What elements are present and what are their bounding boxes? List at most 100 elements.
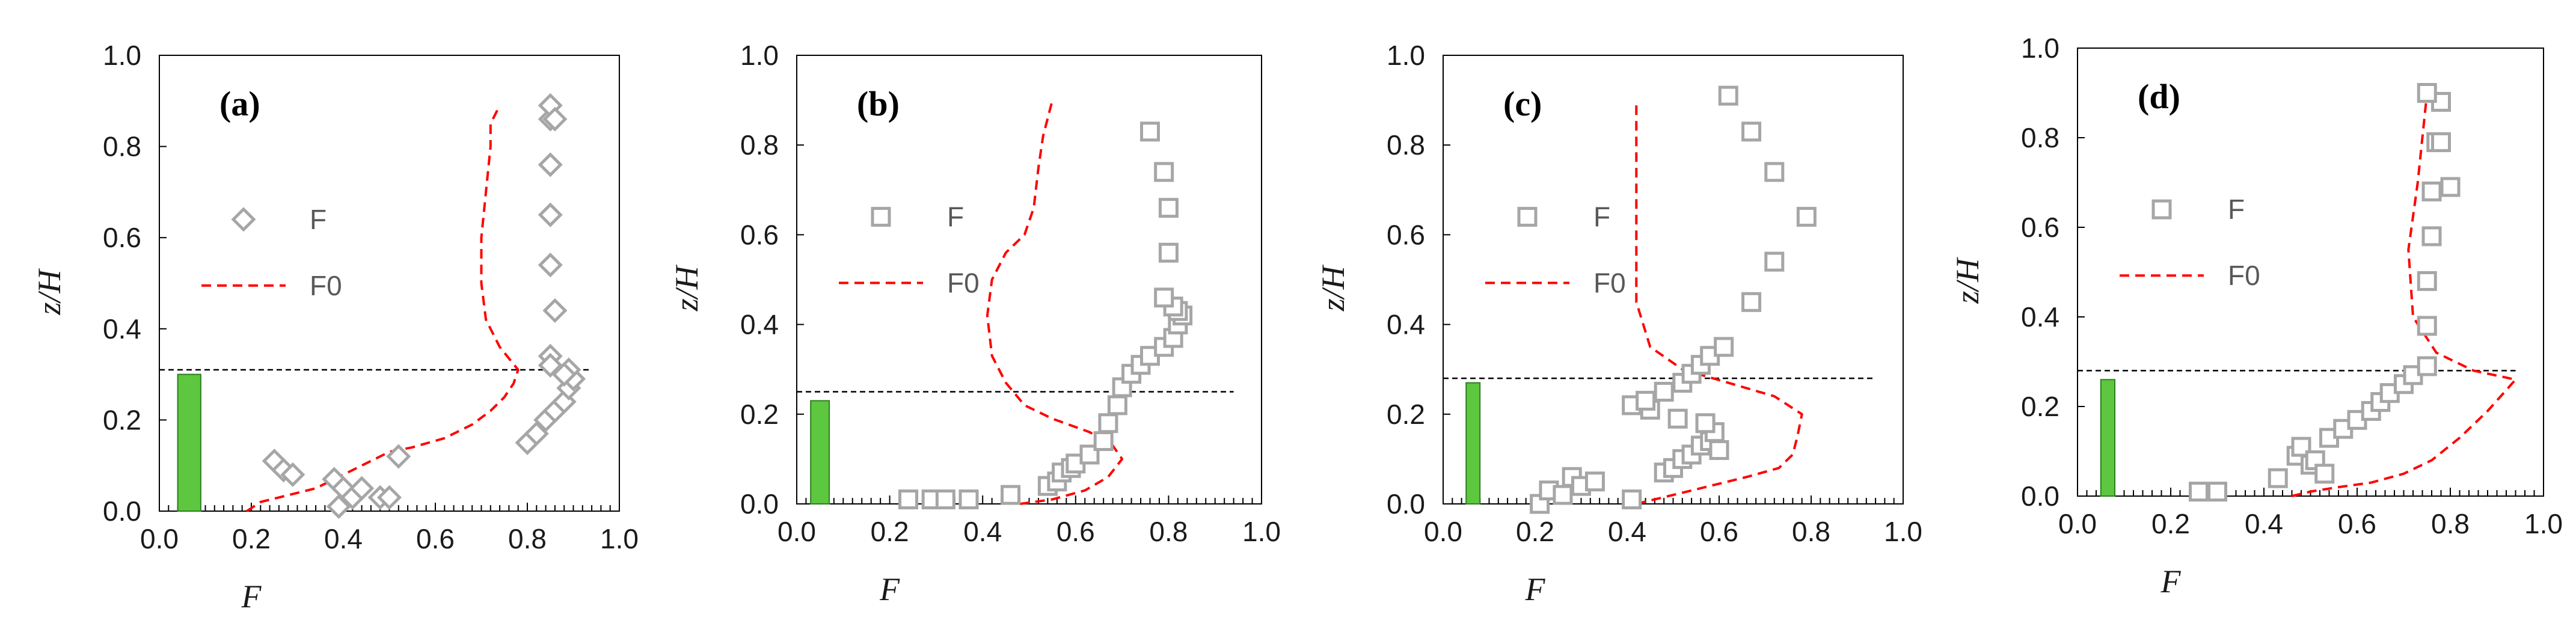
f-data-point <box>376 485 402 510</box>
f-data-point <box>1709 440 1729 460</box>
x-tick-label: 0.6 <box>1700 516 1738 547</box>
legend-f0-label: F0 <box>310 270 342 301</box>
x-tick-label: 0.2 <box>232 523 271 554</box>
legend-f0-label: F0 <box>2228 260 2260 291</box>
y-tick-label: 0.4 <box>740 309 779 340</box>
f-data-point <box>2417 271 2437 291</box>
f-data-point <box>2421 181 2442 201</box>
y-tick-label: 1.0 <box>2021 32 2059 64</box>
x-tick-label: 0.4 <box>1608 516 1646 547</box>
y-tick-label: 0.4 <box>2021 301 2059 333</box>
f-data-point <box>1654 382 1674 402</box>
chart-panel-4: 0.0 0.2 0.4 0.6 0.8 1.0 0.0 0.2 0.4 0.6 0.8 1.0 Fz/H… <box>1949 32 2563 600</box>
y-axis-title: z/H <box>669 264 705 311</box>
f0-series-line <box>1635 100 1803 505</box>
legend-f0-label: F0 <box>1593 268 1626 299</box>
y-tick-label: 1.0 <box>740 40 779 71</box>
x-tick-label: 0.2 <box>871 516 909 547</box>
x-tick-label: 0.8 <box>1792 516 1830 547</box>
chart-panel-1: 0.0 0.2 0.4 0.6 0.8 1.0 0.0 0.2 0.4 0.6 0.8 1.0 Fz/H… <box>31 40 639 615</box>
y-tick-label: 0.2 <box>103 404 141 435</box>
f-data-point <box>1098 413 1118 434</box>
f-data-point <box>542 106 568 132</box>
x-tick-label: 0.6 <box>1056 516 1095 547</box>
y-tick-label: 1.0 <box>103 40 141 71</box>
building-bar <box>177 373 201 512</box>
legend-f-label: F <box>310 204 327 235</box>
f-data-point <box>1139 121 1160 142</box>
f-data-point <box>1154 162 1174 182</box>
y-tick-label: 0.6 <box>2021 212 2059 243</box>
f-data-point <box>1622 489 1642 510</box>
y-tick-label: 0.4 <box>103 313 141 345</box>
x-tick-label: 1.0 <box>1884 516 1922 547</box>
x-axis-title: F <box>2160 563 2182 600</box>
x-tick-label: 0.0 <box>140 523 179 554</box>
x-tick-label: 0.8 <box>2431 508 2470 539</box>
chart-panel-2: 0.0 0.2 0.4 0.6 0.8 1.0 0.0 0.2 0.4 0.6 0.8 1.0 Fz/H… <box>669 40 1281 607</box>
y-tick-label: 0.0 <box>1387 488 1425 520</box>
chart-panels: 0.0 0.2 0.4 0.6 0.8 1.0 0.0 0.2 0.4 0.6 0.8 1.0 Fz/H… <box>31 32 2563 615</box>
panel-label: (c) <box>1503 84 1542 123</box>
y-tick-label: 0.2 <box>1387 399 1425 430</box>
y-axis-title: z/H <box>31 268 67 316</box>
x-axis-title: F <box>241 578 262 615</box>
f-data-point <box>524 421 549 446</box>
panel-label: (b) <box>857 84 900 123</box>
x-tick-label: 0.6 <box>416 523 455 554</box>
x-tick-label: 0.2 <box>1516 516 1554 547</box>
f-data-point <box>1553 485 1573 505</box>
y-tick-label: 0.0 <box>740 488 779 520</box>
x-tick-label: 0.4 <box>963 516 1002 547</box>
f-data-point <box>538 253 563 278</box>
legend-f-marker <box>1517 207 1538 227</box>
legend-f-label: F <box>947 201 964 233</box>
f-data-point <box>326 494 351 519</box>
legend-f0-label: F0 <box>947 268 980 299</box>
f-data-point <box>1741 121 1762 142</box>
f-data-point <box>280 462 305 487</box>
f-data-point <box>1764 251 1785 272</box>
f-data-point <box>958 489 979 510</box>
f-data-point <box>1741 292 1762 312</box>
y-axis-title: z/H <box>1315 264 1351 311</box>
x-tick-label: 0.8 <box>508 523 547 554</box>
f-data-point <box>1154 287 1174 308</box>
f-data-point <box>2207 482 2227 502</box>
f-data-point <box>1695 413 1716 434</box>
y-tick-label: 0.4 <box>1387 309 1425 340</box>
y-tick-label: 0.2 <box>2021 391 2059 422</box>
x-tick-label: 0.0 <box>777 516 816 547</box>
f-data-point <box>2417 83 2437 103</box>
x-tick-label: 0.6 <box>2338 508 2376 539</box>
legend-f-marker <box>231 207 256 232</box>
legend-f-label: F <box>1593 201 1610 233</box>
f-data-point <box>2417 356 2437 376</box>
f0-series-line <box>2292 93 2517 497</box>
y-tick-label: 0.8 <box>103 131 141 162</box>
y-tick-label: 0.0 <box>2021 480 2059 512</box>
x-axis-title: F <box>879 571 900 607</box>
f-data-point <box>1714 337 1734 357</box>
f-data-point <box>1093 431 1114 452</box>
y-tick-label: 0.8 <box>740 129 779 161</box>
f-data-point <box>538 152 563 177</box>
f-data-point <box>2314 464 2335 484</box>
f-data-point <box>1107 395 1127 416</box>
f-data-point <box>1636 390 1656 411</box>
y-tick-label: 0.6 <box>103 222 141 253</box>
panel-label: (a) <box>219 84 260 123</box>
f-data-point <box>1584 471 1605 492</box>
y-tick-label: 0.6 <box>740 219 779 250</box>
building-bar <box>810 400 830 505</box>
f-data-point <box>551 362 577 387</box>
y-tick-label: 0.8 <box>2021 122 2059 153</box>
f-data-point <box>1001 485 1021 505</box>
x-tick-label: 0.0 <box>2058 508 2097 539</box>
f-data-point <box>1718 85 1738 106</box>
f-data-point <box>898 489 919 510</box>
x-tick-label: 1.0 <box>600 523 639 554</box>
f0-series-line <box>986 100 1124 505</box>
